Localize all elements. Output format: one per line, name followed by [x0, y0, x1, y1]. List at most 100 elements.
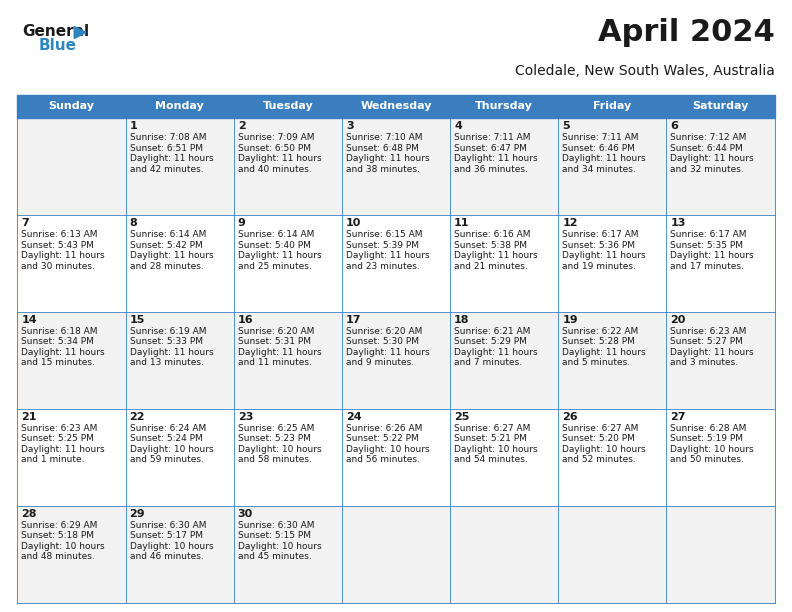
Text: Daylight: 11 hours: Daylight: 11 hours	[21, 251, 105, 260]
Text: Wednesday: Wednesday	[360, 102, 432, 111]
Text: Daylight: 11 hours: Daylight: 11 hours	[21, 445, 105, 454]
Text: and 11 minutes.: and 11 minutes.	[238, 359, 311, 367]
Text: Sunrise: 6:27 AM: Sunrise: 6:27 AM	[562, 424, 638, 433]
Text: 16: 16	[238, 315, 253, 325]
Text: Sunrise: 7:08 AM: Sunrise: 7:08 AM	[130, 133, 206, 142]
Text: Sunrise: 6:29 AM: Sunrise: 6:29 AM	[21, 521, 97, 530]
Text: and 38 minutes.: and 38 minutes.	[346, 165, 420, 174]
Text: Sunset: 5:42 PM: Sunset: 5:42 PM	[130, 241, 202, 250]
Text: General: General	[22, 24, 89, 40]
Text: Daylight: 11 hours: Daylight: 11 hours	[454, 251, 538, 260]
Text: Sunrise: 6:17 AM: Sunrise: 6:17 AM	[562, 230, 638, 239]
Text: 2: 2	[238, 121, 246, 131]
Text: and 52 minutes.: and 52 minutes.	[562, 455, 636, 465]
Text: 22: 22	[130, 412, 145, 422]
Text: Sunset: 5:23 PM: Sunset: 5:23 PM	[238, 435, 310, 444]
Text: and 13 minutes.: and 13 minutes.	[130, 359, 204, 367]
Text: Sunrise: 6:16 AM: Sunrise: 6:16 AM	[454, 230, 531, 239]
Text: and 5 minutes.: and 5 minutes.	[562, 359, 630, 367]
Polygon shape	[74, 26, 86, 39]
Text: Sunset: 5:39 PM: Sunset: 5:39 PM	[346, 241, 419, 250]
Text: Daylight: 11 hours: Daylight: 11 hours	[346, 154, 429, 163]
Text: 10: 10	[346, 218, 361, 228]
Bar	[17, 409, 775, 506]
Text: Daylight: 10 hours: Daylight: 10 hours	[21, 542, 105, 551]
Text: Sunset: 5:18 PM: Sunset: 5:18 PM	[21, 531, 94, 540]
Text: 27: 27	[670, 412, 686, 422]
Text: Daylight: 10 hours: Daylight: 10 hours	[454, 445, 538, 454]
Text: and 32 minutes.: and 32 minutes.	[670, 165, 744, 174]
Text: Sunrise: 7:12 AM: Sunrise: 7:12 AM	[670, 133, 747, 142]
Text: 24: 24	[346, 412, 361, 422]
Text: and 58 minutes.: and 58 minutes.	[238, 455, 311, 465]
Text: Thursday: Thursday	[475, 102, 533, 111]
Text: 12: 12	[562, 218, 577, 228]
Text: Sunset: 5:20 PM: Sunset: 5:20 PM	[562, 435, 635, 444]
Text: 30: 30	[238, 509, 253, 519]
Text: and 59 minutes.: and 59 minutes.	[130, 455, 204, 465]
Text: Sunset: 5:19 PM: Sunset: 5:19 PM	[670, 435, 744, 444]
Text: Sunrise: 6:14 AM: Sunrise: 6:14 AM	[130, 230, 206, 239]
Text: 18: 18	[454, 315, 470, 325]
Text: Daylight: 11 hours: Daylight: 11 hours	[346, 251, 429, 260]
Text: Saturday: Saturday	[692, 102, 748, 111]
Text: 19: 19	[562, 315, 578, 325]
Text: and 3 minutes.: and 3 minutes.	[670, 359, 738, 367]
Text: Daylight: 10 hours: Daylight: 10 hours	[670, 445, 754, 454]
Text: 23: 23	[238, 412, 253, 422]
Text: 7: 7	[21, 218, 29, 228]
Text: Daylight: 11 hours: Daylight: 11 hours	[562, 348, 645, 357]
Text: Sunrise: 7:11 AM: Sunrise: 7:11 AM	[562, 133, 638, 142]
Text: Daylight: 11 hours: Daylight: 11 hours	[670, 348, 754, 357]
Text: Sunrise: 6:27 AM: Sunrise: 6:27 AM	[454, 424, 531, 433]
Text: and 15 minutes.: and 15 minutes.	[21, 359, 95, 367]
Text: and 56 minutes.: and 56 minutes.	[346, 455, 420, 465]
Text: Sunset: 5:31 PM: Sunset: 5:31 PM	[238, 337, 310, 346]
Text: and 19 minutes.: and 19 minutes.	[562, 261, 636, 271]
Text: and 54 minutes.: and 54 minutes.	[454, 455, 527, 465]
Text: Sunrise: 6:13 AM: Sunrise: 6:13 AM	[21, 230, 98, 239]
Text: Sunset: 5:30 PM: Sunset: 5:30 PM	[346, 337, 419, 346]
Text: Sunset: 5:28 PM: Sunset: 5:28 PM	[562, 337, 635, 346]
Text: Sunset: 6:44 PM: Sunset: 6:44 PM	[670, 144, 743, 152]
Text: Sunrise: 6:15 AM: Sunrise: 6:15 AM	[346, 230, 422, 239]
Text: Sunrise: 6:18 AM: Sunrise: 6:18 AM	[21, 327, 98, 336]
Text: Sunrise: 7:10 AM: Sunrise: 7:10 AM	[346, 133, 422, 142]
Text: and 34 minutes.: and 34 minutes.	[562, 165, 636, 174]
Text: Coledale, New South Wales, Australia: Coledale, New South Wales, Australia	[515, 64, 775, 78]
Text: Daylight: 11 hours: Daylight: 11 hours	[562, 251, 645, 260]
Text: Sunset: 5:38 PM: Sunset: 5:38 PM	[454, 241, 527, 250]
Text: Daylight: 11 hours: Daylight: 11 hours	[130, 348, 213, 357]
Text: and 45 minutes.: and 45 minutes.	[238, 553, 311, 561]
Text: Sunset: 6:47 PM: Sunset: 6:47 PM	[454, 144, 527, 152]
Text: Daylight: 11 hours: Daylight: 11 hours	[454, 154, 538, 163]
Text: 4: 4	[454, 121, 462, 131]
Text: Sunrise: 6:24 AM: Sunrise: 6:24 AM	[130, 424, 206, 433]
Text: Sunset: 5:21 PM: Sunset: 5:21 PM	[454, 435, 527, 444]
Text: Sunrise: 6:25 AM: Sunrise: 6:25 AM	[238, 424, 314, 433]
Text: Daylight: 10 hours: Daylight: 10 hours	[238, 542, 322, 551]
Text: Sunset: 5:22 PM: Sunset: 5:22 PM	[346, 435, 419, 444]
Text: Sunday: Sunday	[48, 102, 94, 111]
Bar	[17, 118, 775, 215]
Bar	[17, 95, 775, 118]
Text: Sunset: 5:27 PM: Sunset: 5:27 PM	[670, 337, 743, 346]
Text: Sunset: 5:35 PM: Sunset: 5:35 PM	[670, 241, 744, 250]
Text: Sunset: 6:50 PM: Sunset: 6:50 PM	[238, 144, 310, 152]
Text: and 23 minutes.: and 23 minutes.	[346, 261, 420, 271]
Text: Sunset: 5:17 PM: Sunset: 5:17 PM	[130, 531, 203, 540]
Text: and 17 minutes.: and 17 minutes.	[670, 261, 744, 271]
Text: Sunrise: 6:30 AM: Sunrise: 6:30 AM	[238, 521, 314, 530]
Text: and 50 minutes.: and 50 minutes.	[670, 455, 744, 465]
Text: Sunrise: 6:23 AM: Sunrise: 6:23 AM	[21, 424, 97, 433]
Text: Daylight: 10 hours: Daylight: 10 hours	[562, 445, 645, 454]
Text: Daylight: 11 hours: Daylight: 11 hours	[130, 154, 213, 163]
Text: Daylight: 11 hours: Daylight: 11 hours	[562, 154, 645, 163]
Text: 25: 25	[454, 412, 470, 422]
Text: Daylight: 11 hours: Daylight: 11 hours	[670, 154, 754, 163]
Text: Sunset: 6:48 PM: Sunset: 6:48 PM	[346, 144, 419, 152]
Text: and 25 minutes.: and 25 minutes.	[238, 261, 311, 271]
Text: Daylight: 10 hours: Daylight: 10 hours	[346, 445, 429, 454]
Text: Daylight: 10 hours: Daylight: 10 hours	[238, 445, 322, 454]
Text: 8: 8	[130, 218, 137, 228]
